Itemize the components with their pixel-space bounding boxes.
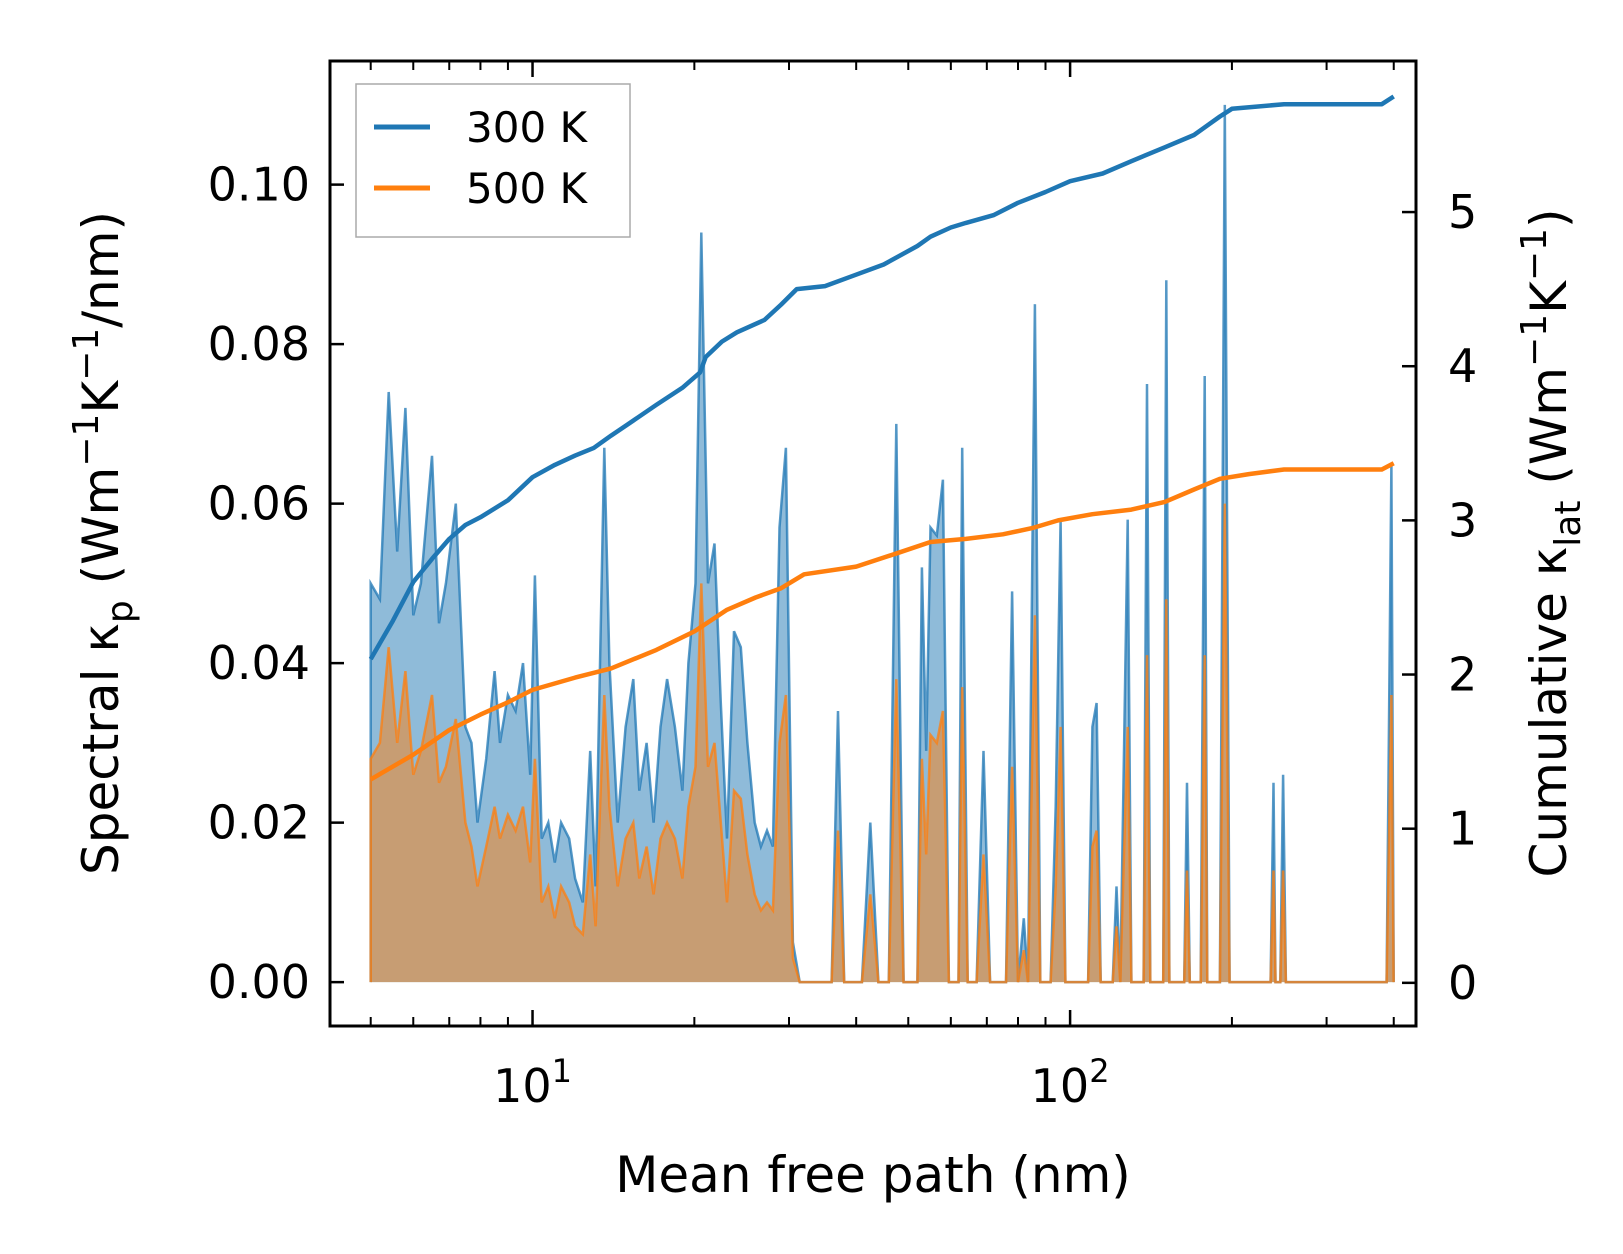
plot-frame	[328, 59, 1418, 1028]
y-right-tick-label: 3	[1448, 493, 1477, 547]
spectral-area-500k	[370, 503, 1394, 983]
cumulative-line-300k	[368, 94, 1395, 661]
x-tick-label: 101	[493, 1052, 572, 1113]
y-right-tick-label: 1	[1448, 802, 1477, 856]
legend-label-500k: 500 K	[466, 164, 589, 213]
x-axis-label: Mean free path (nm)	[615, 1146, 1131, 1204]
y-axis-label-right: Cumulative κlat (Wm−1K−1)	[1514, 209, 1589, 878]
cumulative-line-500k	[369, 461, 1395, 782]
legend-label-300k: 300 K	[466, 103, 589, 152]
spectral-area-300k	[370, 104, 1394, 983]
y-axis-label-left: Spectral κp (Wm−1K−1/nm)	[66, 211, 141, 875]
y-right-tick-label: 5	[1448, 185, 1477, 239]
spectral-line-500k	[369, 503, 1395, 984]
y-right-tick-label: 2	[1448, 648, 1477, 702]
legend-box	[355, 83, 631, 238]
x-tick-label: 102	[1031, 1052, 1110, 1113]
y-left-tick-label: 0.04	[208, 636, 310, 690]
y-left-tick-label: 0.10	[208, 158, 310, 212]
y-left-tick-label: 0.00	[208, 955, 310, 1009]
legend: 300 K 500 K	[355, 83, 631, 238]
y-right-tick-label: 4	[1448, 339, 1477, 393]
y-left-tick-label: 0.02	[208, 796, 310, 850]
y-right-tick-label: 0	[1448, 956, 1477, 1010]
y-left-tick-label: 0.06	[208, 477, 310, 531]
y-left-tick-label: 0.08	[208, 317, 310, 371]
